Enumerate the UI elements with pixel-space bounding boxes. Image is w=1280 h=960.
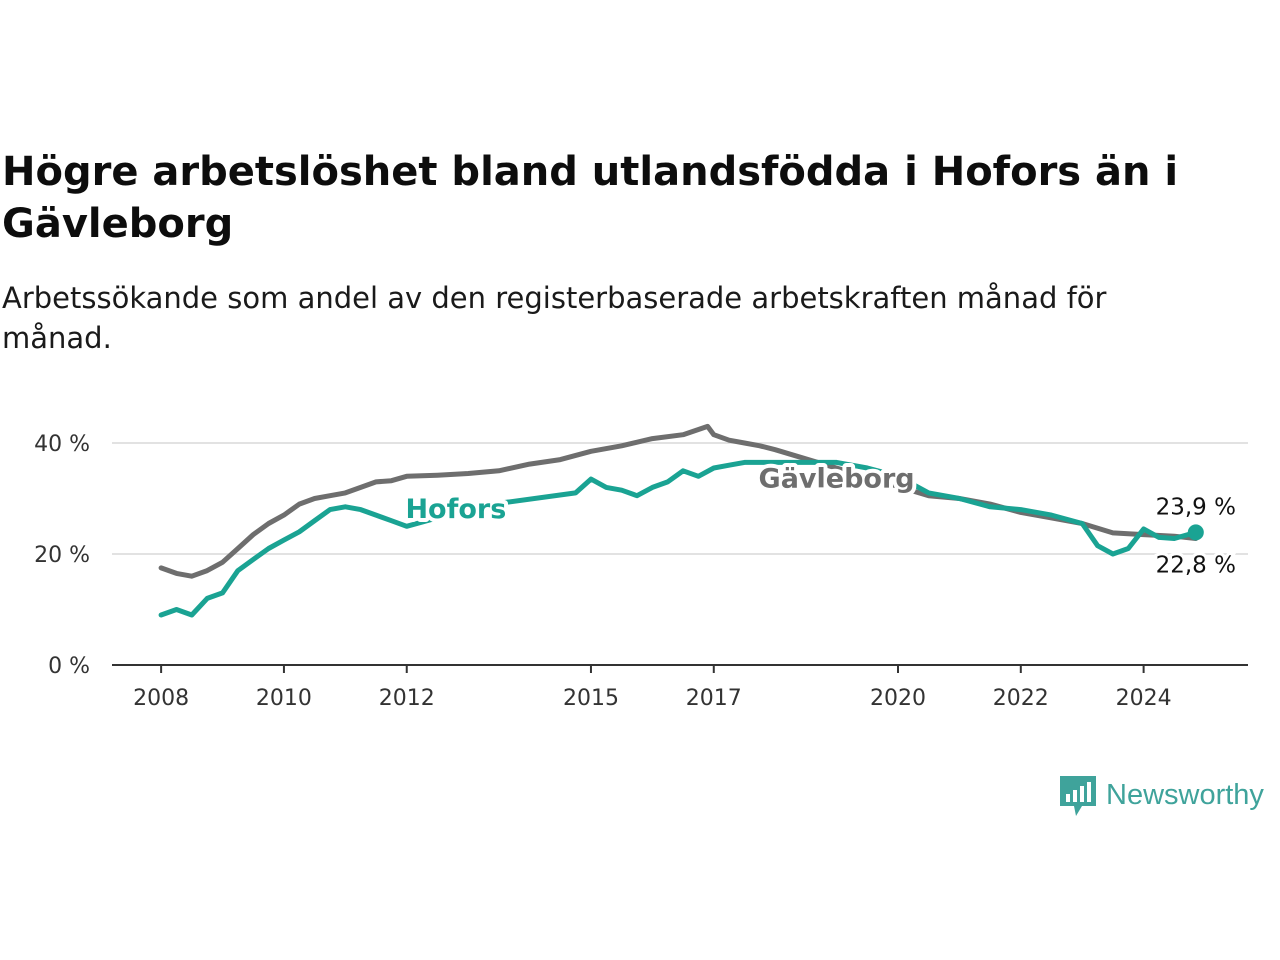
end-value-label-hofors: 23,9 % xyxy=(1156,494,1236,520)
x-tick-label: 2020 xyxy=(870,686,926,711)
chart-subtitle: Arbetssökande som andel av den registerb… xyxy=(2,281,1107,355)
y-tick-label: 0 % xyxy=(48,654,90,679)
series-line-hofors xyxy=(158,459,1199,618)
end-value-label-gavleborg: 22,8 % xyxy=(1156,552,1236,578)
series-label: Gävleborg xyxy=(759,463,915,494)
series-lines xyxy=(158,423,1204,618)
y-tick-label: 40 % xyxy=(34,432,90,457)
x-tick-label: 2008 xyxy=(133,686,189,711)
chart-title: Högre arbetslöshet bland utlandsfödda i … xyxy=(2,149,1179,247)
y-axis-ticks: 0 % 20 % 40 % xyxy=(34,432,90,679)
x-tick-label: 2012 xyxy=(379,686,435,711)
grid xyxy=(112,442,1248,555)
end-value-labels: 23,9 % 22,8 % xyxy=(1153,491,1239,581)
x-tick-label: 2022 xyxy=(993,686,1049,711)
x-tick-label: 2015 xyxy=(563,686,619,711)
x-axis: 2008 2010 2012 2015 2017 2020 2022 2024 xyxy=(112,664,1248,711)
x-tick-label: 2017 xyxy=(686,686,742,711)
series-labels: Hofors Gävleborg xyxy=(401,459,918,529)
x-tick-label: 2010 xyxy=(256,686,312,711)
x-tick-label: 2024 xyxy=(1116,686,1172,711)
end-point-marker xyxy=(1187,524,1204,541)
y-tick-label: 20 % xyxy=(34,543,90,568)
brand-name: Newsworthy xyxy=(1106,778,1264,811)
series-label: Hofors xyxy=(405,494,506,525)
brand-logo: Newsworthy xyxy=(1058,772,1264,818)
newsworthy-logo-icon xyxy=(1060,776,1096,816)
